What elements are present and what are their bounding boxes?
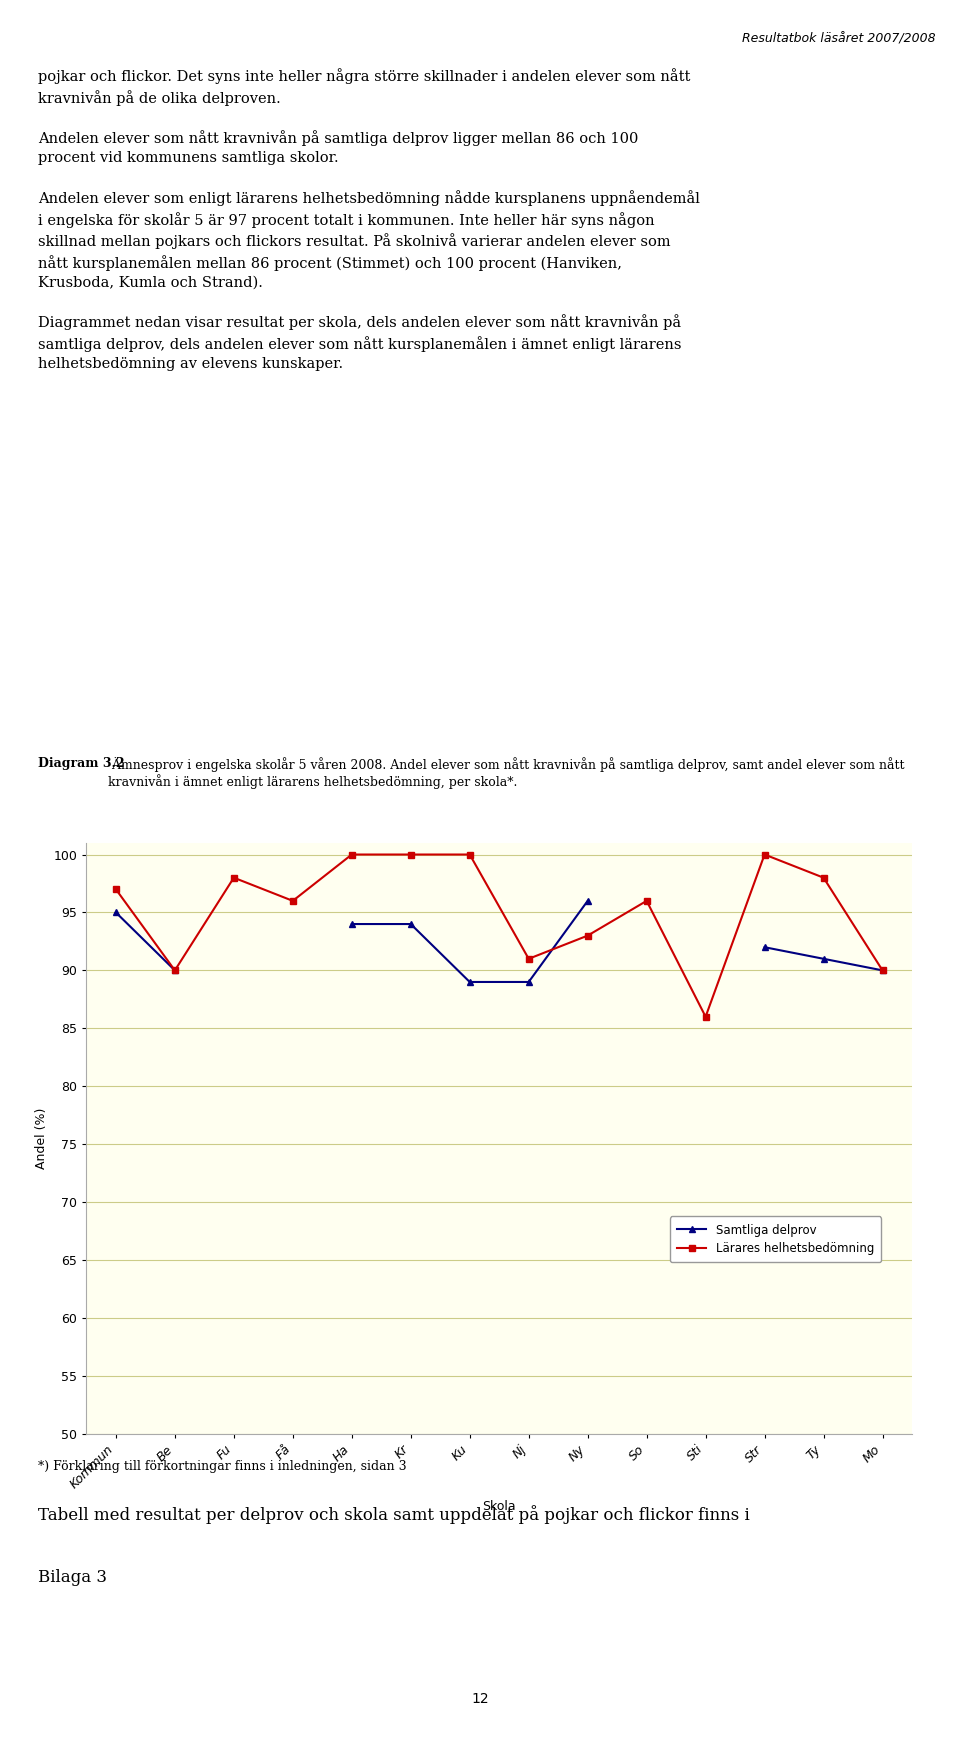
Samtliga delprov	[523, 972, 535, 992]
Lärares helhetsbedömning	[287, 890, 299, 911]
Samtliga delprov	[464, 972, 475, 992]
Line: Samtliga delprov: Samtliga delprov	[112, 897, 886, 985]
Samtliga delprov	[758, 937, 770, 958]
Samtliga delprov	[582, 890, 593, 911]
Lärares helhetsbedömning	[464, 845, 475, 866]
Text: 12: 12	[471, 1691, 489, 1707]
Samtliga delprov	[818, 949, 829, 970]
Lärares helhetsbedömning	[582, 925, 593, 945]
Samtliga delprov	[876, 959, 888, 980]
Text: Ämnesprov i engelska skolår 5 våren 2008. Andel elever som nått kravnivån på sam: Ämnesprov i engelska skolår 5 våren 2008…	[108, 756, 904, 789]
Text: Tabell med resultat per delprov och skola samt uppdelat på pojkar och flickor fi: Tabell med resultat per delprov och skol…	[38, 1505, 750, 1524]
Samtliga delprov	[346, 914, 357, 935]
Text: pojkar och flickor. Det syns inte heller några större skillnader i andelen eleve: pojkar och flickor. Det syns inte heller…	[38, 68, 700, 370]
Legend: Samtliga delprov, Lärares helhetsbedömning: Samtliga delprov, Lärares helhetsbedömni…	[670, 1217, 881, 1262]
Line: Lärares helhetsbedömning: Lärares helhetsbedömning	[112, 852, 886, 1020]
Text: Bilaga 3: Bilaga 3	[38, 1568, 108, 1585]
Text: Diagram 3.2: Diagram 3.2	[38, 756, 125, 770]
Samtliga delprov	[169, 959, 180, 980]
Samtliga delprov	[110, 902, 122, 923]
Lärares helhetsbedömning	[169, 959, 180, 980]
Samtliga delprov	[405, 914, 417, 935]
Text: Resultatbok läsåret 2007/2008: Resultatbok läsåret 2007/2008	[742, 33, 936, 45]
Lärares helhetsbedömning	[758, 845, 770, 866]
X-axis label: Skola: Skola	[482, 1500, 516, 1512]
Lärares helhetsbedömning	[818, 867, 829, 888]
Y-axis label: Andel (%): Andel (%)	[35, 1107, 48, 1170]
Lärares helhetsbedömning	[228, 867, 240, 888]
Lärares helhetsbedömning	[876, 959, 888, 980]
Lärares helhetsbedömning	[405, 845, 417, 866]
Lärares helhetsbedömning	[641, 890, 653, 911]
Text: *) Förklaring till förkortningar finns i inledningen, sidan 3: *) Förklaring till förkortningar finns i…	[38, 1460, 407, 1474]
Lärares helhetsbedömning	[346, 845, 357, 866]
Lärares helhetsbedömning	[110, 879, 122, 900]
Lärares helhetsbedömning	[523, 949, 535, 970]
Lärares helhetsbedömning	[700, 1006, 711, 1027]
